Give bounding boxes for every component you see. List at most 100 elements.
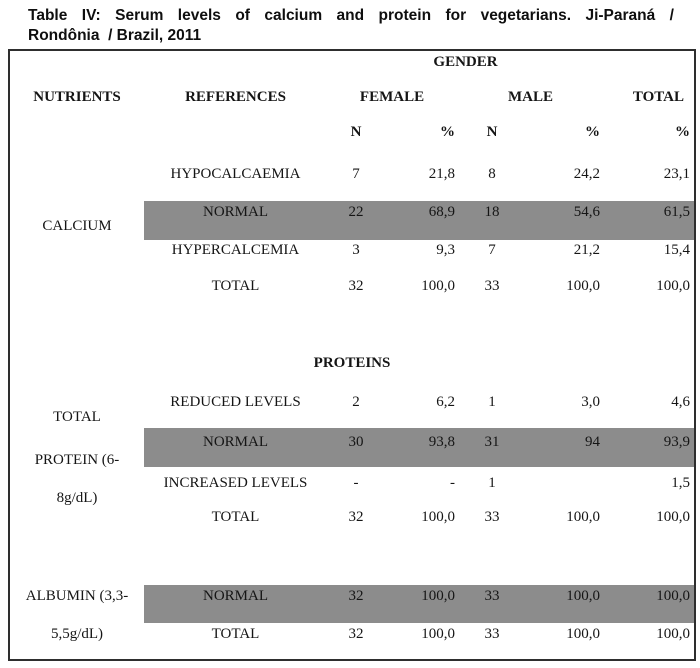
table-row-reduced-levels: REDUCED LEVELS 2 6,2 1 3,0 4,6 — [10, 392, 694, 412]
male-pct-cell: 100,0 — [566, 588, 600, 604]
male-pct-cell: 100,0 — [566, 626, 600, 642]
reference-cell: NORMAL — [202, 434, 268, 450]
female-pct-cell: 100,0 — [421, 278, 455, 294]
male-pct-cell — [527, 473, 604, 493]
reference-cell: INCREASED LEVELS — [163, 475, 308, 491]
highlight-band-albumin-normal — [144, 585, 694, 623]
spacer-cell — [10, 432, 144, 452]
male-n-cell: 33 — [484, 509, 500, 525]
table-row-calcium-normal: NORMAL 22 68,9 18 54,6 61,5 — [10, 202, 694, 222]
male-n-cell: 18 — [484, 204, 500, 220]
col-header-nutrients: NUTRIENTS — [33, 89, 121, 105]
table-caption-line-2: Rondônia / Brazil, 2011 — [28, 27, 202, 44]
sub-header-total-pct: % — [675, 124, 690, 140]
male-pct-cell: 3,0 — [581, 394, 600, 410]
female-n-cell: 2 — [352, 394, 360, 410]
reference-cell: REDUCED LEVELS — [170, 394, 301, 410]
sub-header-female-n: N — [350, 124, 362, 140]
spacer-cell — [10, 202, 144, 222]
spacer-cell — [10, 507, 144, 527]
female-n-cell: 30 — [348, 434, 364, 450]
table-frame: GENDER NUTRIENTS REFERENCES FEMALE MALE … — [8, 49, 696, 661]
male-n-cell: 1 — [488, 475, 496, 491]
female-pct-cell: - — [450, 475, 455, 491]
table-caption: Table IV: Serum levels of calcium and pr… — [28, 6, 674, 46]
table-row-protein-normal: NORMAL 30 93,8 31 94 93,9 — [10, 432, 694, 452]
table-row-albumin-total: TOTAL 32 100,0 33 100,0 100,0 — [10, 624, 694, 644]
nutrient-label-total-protein-line-3: 8g/dL) — [56, 490, 98, 506]
spacer-cell — [144, 122, 327, 142]
female-pct-cell: 6,2 — [436, 394, 455, 410]
table-caption-line-1: Table IV: Serum levels of calcium and pr… — [28, 7, 674, 24]
female-n-cell: 32 — [348, 588, 364, 604]
female-n-cell: - — [353, 475, 359, 491]
male-pct-cell: 100,0 — [566, 509, 600, 525]
female-pct-cell: 9,3 — [436, 242, 455, 258]
sub-header-female-pct: % — [440, 124, 455, 140]
total-pct-cell: 4,6 — [671, 394, 690, 410]
total-pct-cell: 1,5 — [671, 475, 690, 491]
col-header-female: FEMALE — [359, 89, 425, 105]
nutrient-label-total-protein-line-2: PROTEIN (6- — [34, 452, 120, 468]
nutrient-label-total-protein-line-1: TOTAL — [53, 409, 101, 425]
spacer-cell — [10, 586, 144, 606]
nutrient-label-albumin-line-2: 5,5g/dL) — [50, 626, 104, 642]
total-pct-cell: 61,5 — [663, 204, 690, 220]
col-header-references: REFERENCES — [185, 89, 286, 105]
sub-header-row: N % N % % — [10, 122, 694, 142]
male-n-cell: 33 — [484, 588, 500, 604]
spacer-cell — [10, 240, 144, 260]
female-pct-cell: 93,8 — [428, 434, 455, 450]
highlight-band-calcium-normal — [144, 201, 694, 240]
table-row-increased-levels: INCREASED LEVELS - - 1 1,5 — [10, 473, 694, 493]
nutrient-label-calcium: CALCIUM — [42, 218, 112, 234]
spacer-cell — [10, 624, 144, 644]
sub-header-male-n: N — [486, 124, 498, 140]
total-pct-cell: 23,1 — [663, 166, 690, 182]
total-pct-cell: 100,0 — [656, 588, 690, 604]
male-n-cell: 7 — [488, 242, 496, 258]
spacer-cell — [10, 164, 144, 184]
reference-cell: TOTAL — [211, 626, 260, 642]
total-pct-cell: 15,4 — [663, 242, 690, 258]
female-pct-cell: 100,0 — [421, 588, 455, 604]
male-pct-cell: 21,2 — [573, 242, 600, 258]
highlight-band-protein-normal — [144, 428, 694, 467]
male-pct-cell: 54,6 — [573, 204, 600, 220]
table-row-protein-total: TOTAL 32 100,0 33 100,0 100,0 — [10, 507, 694, 527]
reference-cell: HYPERCALCEMIA — [171, 242, 300, 258]
female-pct-cell: 100,0 — [421, 509, 455, 525]
col-header-total: TOTAL — [632, 89, 684, 105]
male-n-cell: 31 — [484, 434, 500, 450]
table-row-hypercalcemia: HYPERCALCEMIA 3 9,3 7 21,2 15,4 — [10, 240, 694, 260]
male-pct-cell: 94 — [585, 434, 600, 450]
total-pct-cell: 100,0 — [656, 509, 690, 525]
reference-cell: TOTAL — [211, 509, 260, 525]
gender-header: GENDER — [433, 54, 498, 70]
male-n-cell: 33 — [484, 626, 500, 642]
male-pct-cell: 100,0 — [566, 278, 600, 294]
spacer-cell — [10, 473, 144, 493]
female-n-cell: 22 — [348, 204, 364, 220]
male-pct-cell: 24,2 — [573, 166, 600, 182]
col-header-male: MALE — [508, 89, 553, 105]
table-row-albumin-normal: NORMAL 32 100,0 33 100,0 100,0 — [10, 586, 694, 606]
male-n-cell: 33 — [484, 278, 500, 294]
female-n-cell: 32 — [348, 278, 364, 294]
female-pct-cell: 100,0 — [421, 626, 455, 642]
spacer-cell — [10, 122, 144, 142]
female-pct-cell: 68,9 — [428, 204, 455, 220]
reference-cell: NORMAL — [202, 204, 268, 220]
table-row-hypocalcaemia: HYPOCALCAEMIA 7 21,8 8 24,2 23,1 — [10, 164, 694, 184]
female-pct-cell: 21,8 — [428, 166, 455, 182]
sub-header-male-pct: % — [585, 124, 600, 140]
reference-cell: NORMAL — [202, 588, 268, 604]
total-pct-cell: 100,0 — [656, 626, 690, 642]
total-pct-cell: 100,0 — [656, 278, 690, 294]
nutrient-label-albumin-line-1: ALBUMIN (3,3- — [25, 588, 129, 604]
female-n-cell: 7 — [352, 166, 360, 182]
reference-cell: HYPOCALCAEMIA — [170, 166, 301, 182]
male-n-cell: 8 — [488, 166, 496, 182]
reference-cell: TOTAL — [211, 278, 260, 294]
proteins-group-header: PROTEINS — [313, 355, 391, 371]
